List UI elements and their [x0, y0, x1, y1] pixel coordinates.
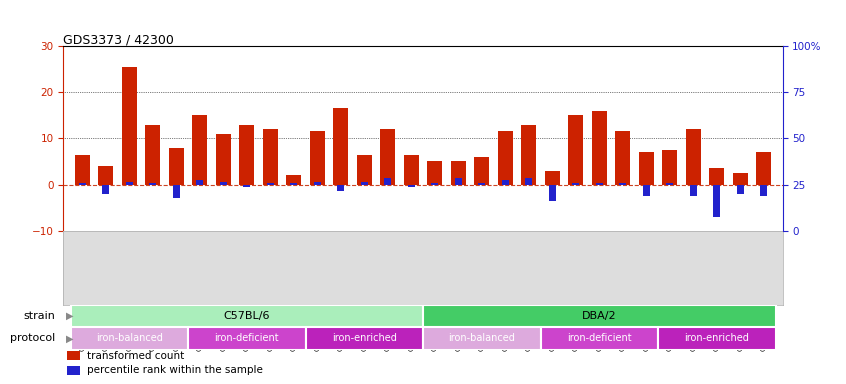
Bar	[333, 108, 349, 185]
Bar	[615, 131, 630, 185]
Bar	[122, 67, 137, 185]
Bar	[262, 129, 277, 185]
Bar	[423, 327, 541, 350]
Bar	[149, 183, 157, 185]
Bar	[658, 327, 776, 350]
Bar	[244, 185, 250, 187]
Bar	[79, 183, 85, 185]
Bar	[102, 185, 109, 194]
Bar	[451, 161, 466, 185]
Bar	[474, 157, 489, 185]
Bar	[173, 185, 179, 199]
Bar	[478, 183, 486, 185]
Bar	[146, 124, 161, 185]
Bar	[67, 351, 80, 360]
Bar	[591, 111, 607, 185]
Bar	[220, 182, 227, 185]
Bar	[713, 185, 720, 217]
Bar	[196, 180, 203, 185]
Bar	[239, 124, 255, 185]
Bar	[619, 183, 626, 185]
Bar	[404, 154, 419, 185]
Bar	[290, 183, 297, 185]
Bar	[431, 183, 438, 185]
Bar	[305, 327, 423, 350]
Bar	[667, 183, 673, 185]
Bar	[314, 182, 321, 185]
Bar	[497, 131, 513, 185]
Bar	[685, 129, 700, 185]
Bar	[643, 185, 650, 196]
Bar	[662, 150, 678, 185]
Bar	[380, 129, 395, 185]
Bar	[168, 147, 184, 185]
Bar	[689, 185, 697, 196]
Bar	[756, 152, 772, 185]
Text: iron-balanced: iron-balanced	[96, 333, 162, 343]
Bar	[384, 178, 391, 185]
Bar	[408, 185, 415, 187]
Bar	[70, 327, 188, 350]
Text: transformed count: transformed count	[87, 351, 184, 361]
Bar	[525, 178, 532, 185]
Bar	[70, 305, 423, 327]
Bar	[455, 178, 462, 185]
Bar	[126, 182, 133, 185]
Text: GDS3373 / 42300: GDS3373 / 42300	[63, 33, 174, 46]
Text: iron-enriched: iron-enriched	[332, 333, 397, 343]
Text: C57BL/6: C57BL/6	[223, 311, 270, 321]
Text: DBA/2: DBA/2	[582, 311, 617, 321]
Bar	[310, 131, 325, 185]
Bar	[357, 154, 372, 185]
Bar	[541, 327, 658, 350]
Bar	[427, 161, 442, 185]
Bar	[572, 183, 580, 185]
Text: iron-enriched: iron-enriched	[684, 333, 750, 343]
Bar	[423, 305, 776, 327]
Text: strain: strain	[23, 311, 55, 321]
Bar	[521, 124, 536, 185]
Text: ▶: ▶	[66, 311, 74, 321]
Bar	[761, 185, 767, 196]
Text: iron-deficient: iron-deficient	[214, 333, 279, 343]
Bar	[737, 185, 744, 194]
Bar	[216, 134, 231, 185]
Text: iron-deficient: iron-deficient	[567, 333, 632, 343]
Bar	[502, 180, 508, 185]
Text: iron-balanced: iron-balanced	[448, 333, 515, 343]
Bar	[286, 175, 301, 185]
Text: ▶: ▶	[66, 333, 74, 343]
Bar	[188, 327, 305, 350]
Text: percentile rank within the sample: percentile rank within the sample	[87, 366, 263, 376]
Bar	[596, 183, 603, 185]
Bar	[67, 366, 80, 375]
Bar	[266, 183, 274, 185]
Bar	[74, 154, 90, 185]
Text: protocol: protocol	[10, 333, 55, 343]
Bar	[569, 115, 584, 185]
Bar	[733, 173, 748, 185]
Bar	[192, 115, 207, 185]
Bar	[338, 185, 344, 192]
Bar	[709, 168, 724, 185]
Bar	[549, 185, 556, 201]
Bar	[545, 171, 560, 185]
Bar	[639, 152, 654, 185]
Bar	[98, 166, 113, 185]
Bar	[360, 182, 368, 185]
